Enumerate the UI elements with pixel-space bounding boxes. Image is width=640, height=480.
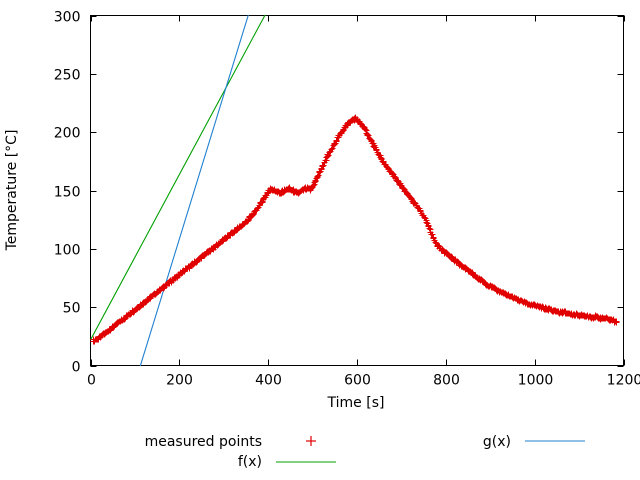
series-f-of-x: [90, 15, 266, 341]
series-layer: [90, 15, 620, 366]
x-tick-label: 1200: [607, 373, 640, 389]
x-tick-label: 800: [433, 373, 460, 389]
y-tick-label: 300: [54, 10, 81, 26]
series-measured-points: [90, 114, 620, 345]
series-g-of-x: [139, 15, 249, 366]
y-tick-label: 150: [54, 185, 81, 201]
measured-points-trace: [90, 114, 620, 345]
legend-label-measured-points: measured points: [145, 434, 262, 450]
x-tick-label: 200: [166, 373, 193, 389]
y-axis-ticks: 0 50 100 150 200 250 300: [54, 10, 624, 376]
x-tick-label: 400: [255, 373, 282, 389]
y-tick-label: 100: [54, 243, 81, 259]
legend-label-f-of-x: f(x): [238, 454, 262, 470]
x-axis-title: Time [s]: [327, 395, 385, 411]
x-tick-label: 1000: [518, 373, 554, 389]
x-tick-label: 600: [344, 373, 371, 389]
x-axis-ticks: 0 200 400 600 800 1000 1200: [87, 15, 640, 389]
x-tick-label: 0: [87, 373, 96, 389]
legend-swatch-measured-points: [306, 436, 316, 446]
y-tick-label: 0: [72, 360, 81, 376]
y-axis-title: Temperature [°C]: [4, 130, 20, 252]
y-tick-label: 250: [54, 68, 81, 84]
chart-legend: measured points f(x) g(x): [145, 434, 585, 470]
y-tick-label: 50: [63, 301, 81, 317]
y-tick-label: 200: [54, 126, 81, 142]
legend-label-g-of-x: g(x): [483, 434, 511, 450]
